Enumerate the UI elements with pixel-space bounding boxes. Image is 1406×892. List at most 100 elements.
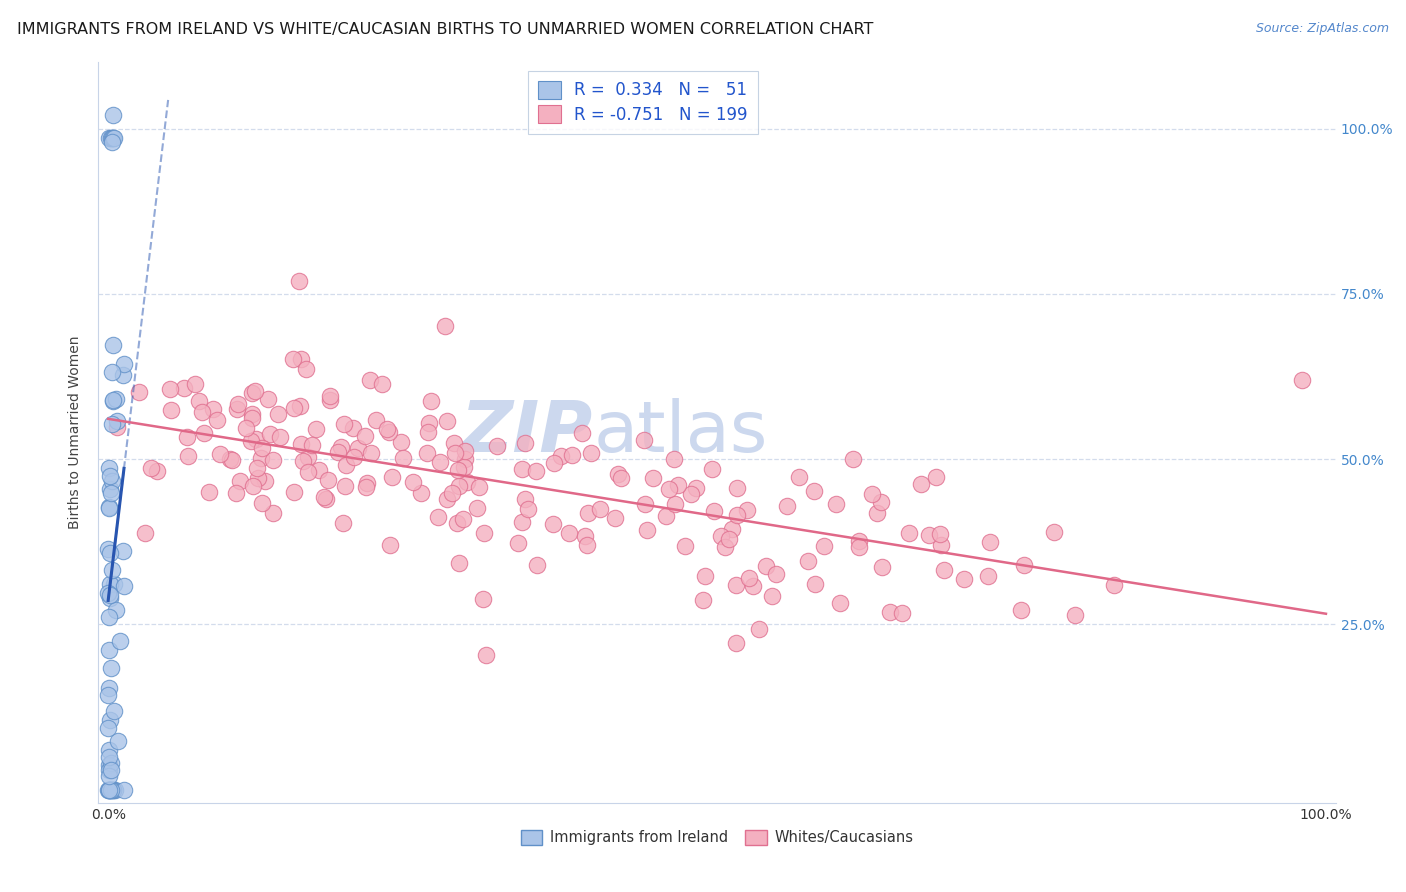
Point (420, 393, 443, 408)
Point (245, 384, 267, 398)
Point (342, 420, 364, 434)
Point (541, 516, 564, 531)
Point (797, 554, 820, 568)
Point (335, 479, 357, 493)
Point (112, 579, 135, 593)
Point (105, 392, 128, 406)
Point (979, 534, 1001, 549)
Point (308, 463, 330, 477)
Point (515, 492, 537, 507)
Point (848, 540, 870, 554)
Point (610, 470, 633, 484)
Point (416, 445, 439, 459)
Point (447, 463, 470, 477)
Point (297, 465, 319, 479)
Point (381, 470, 404, 484)
Text: ZIP: ZIP (461, 398, 593, 467)
Point (952, 572, 974, 586)
Point (98, 588, 121, 602)
Point (447, 557, 470, 571)
Point (787, 469, 810, 483)
Point (748, 622, 770, 636)
Point (700, 462, 723, 476)
Point (685, 481, 707, 495)
Point (664, 451, 686, 466)
Point (433, 318, 456, 333)
Point (98, 501, 121, 516)
Point (256, 392, 278, 406)
Point (579, 446, 602, 460)
Point (440, 485, 463, 500)
Point (1063, 608, 1085, 623)
Point (97, 541, 120, 556)
Point (335, 458, 357, 472)
Point (250, 496, 273, 510)
Text: atlas: atlas (593, 398, 768, 467)
Point (283, 401, 305, 415)
Point (245, 433, 267, 447)
Point (287, 274, 309, 288)
Point (100, 782, 122, 797)
Point (100, 475, 122, 489)
Point (658, 482, 681, 496)
Point (633, 434, 655, 448)
Point (262, 453, 284, 467)
Point (101, 108, 124, 122)
Point (932, 563, 955, 577)
Point (860, 487, 883, 501)
Point (100, 591, 122, 606)
Point (354, 480, 377, 494)
Point (738, 571, 761, 585)
Point (380, 538, 402, 552)
Point (100, 763, 122, 777)
Point (803, 483, 825, 498)
Point (269, 430, 291, 444)
Point (98, 749, 121, 764)
Point (703, 504, 725, 518)
Point (98, 468, 121, 483)
Point (226, 397, 249, 411)
Point (392, 451, 415, 466)
Point (375, 422, 398, 436)
Point (471, 592, 494, 607)
Point (666, 478, 689, 492)
Point (188, 393, 211, 408)
Point (100, 756, 122, 771)
Point (557, 526, 579, 541)
Point (98, 681, 121, 695)
Point (100, 131, 122, 145)
Point (295, 362, 318, 376)
Point (103, 782, 125, 797)
Point (1043, 524, 1066, 539)
Point (411, 486, 433, 500)
Point (543, 456, 565, 470)
Point (103, 576, 125, 591)
Point (104, 603, 127, 617)
Point (468, 480, 491, 494)
Point (198, 485, 221, 500)
Point (561, 448, 583, 462)
Point (485, 439, 508, 453)
Point (879, 605, 901, 619)
Point (329, 441, 352, 455)
Point (98, 743, 121, 757)
Point (97, 782, 120, 797)
Point (101, 782, 124, 797)
Point (98, 461, 121, 475)
Point (98, 713, 121, 727)
Point (776, 500, 799, 514)
Point (724, 636, 747, 650)
Point (240, 411, 263, 425)
Point (429, 455, 451, 469)
Point (259, 427, 281, 442)
Point (526, 558, 548, 573)
Point (453, 460, 475, 475)
Point (389, 434, 412, 449)
Point (418, 417, 440, 431)
Point (246, 471, 269, 485)
Point (517, 501, 540, 516)
Point (426, 509, 449, 524)
Point (725, 508, 748, 522)
Point (550, 449, 572, 463)
Point (98, 482, 121, 496)
